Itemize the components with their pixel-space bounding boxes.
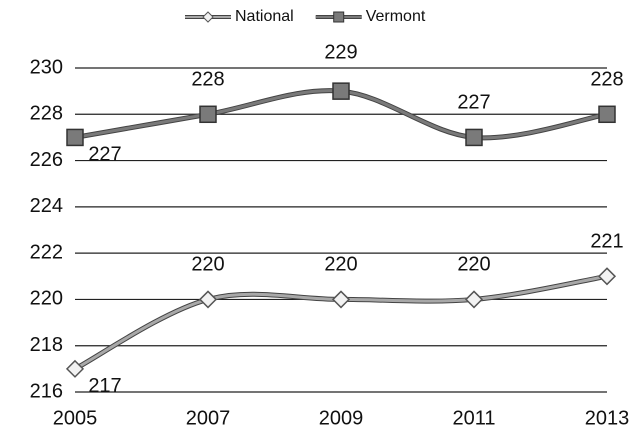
data-label: 227 xyxy=(88,144,121,166)
y-tick-label: 216 xyxy=(30,380,63,402)
legend-label: Vermont xyxy=(366,8,426,25)
marker xyxy=(199,105,217,124)
legend-label: National xyxy=(235,8,294,25)
data-label: 228 xyxy=(590,69,623,91)
legend-marker xyxy=(333,11,345,23)
marker xyxy=(332,82,350,100)
y-tick-label: 230 xyxy=(30,56,63,78)
x-tick-label: 2009 xyxy=(319,407,364,429)
marker xyxy=(465,128,483,147)
marker xyxy=(66,128,84,147)
x-tick-label: 2013 xyxy=(585,407,630,429)
marker xyxy=(598,105,616,124)
y-tick-label: 226 xyxy=(30,149,63,171)
marker xyxy=(331,290,351,309)
y-tick-label: 224 xyxy=(30,195,63,217)
marker xyxy=(597,267,617,286)
data-label: 221 xyxy=(590,231,623,253)
data-label: 217 xyxy=(88,375,121,397)
y-tick-label: 218 xyxy=(30,334,63,356)
x-tick-label: 2005 xyxy=(53,407,98,429)
marker xyxy=(198,290,218,309)
marker xyxy=(65,359,85,378)
data-label: 220 xyxy=(457,254,490,276)
data-label: 227 xyxy=(457,92,490,114)
y-tick-label: 228 xyxy=(30,103,63,125)
legend-marker xyxy=(202,11,214,23)
data-label: 229 xyxy=(324,41,357,63)
marker xyxy=(464,290,484,309)
x-tick-label: 2011 xyxy=(452,407,495,429)
data-label: 220 xyxy=(324,254,357,276)
x-tick-label: 2007 xyxy=(186,407,231,429)
data-label: 228 xyxy=(191,69,224,91)
data-label: 220 xyxy=(191,254,224,276)
y-tick-label: 222 xyxy=(30,241,63,263)
y-tick-label: 220 xyxy=(30,288,63,310)
